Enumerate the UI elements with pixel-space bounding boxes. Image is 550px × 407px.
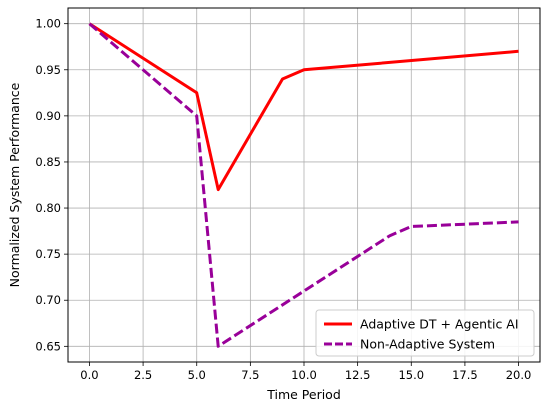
series-line-1: [88, 22, 519, 192]
legend-label: Non-Adaptive System: [360, 337, 495, 352]
legend-label: Adaptive DT + Agentic AI: [360, 317, 519, 332]
x-tick-label: 17.5: [452, 368, 478, 382]
x-tick-label: 15.0: [398, 368, 424, 382]
y-tick-label: 0.80: [35, 201, 61, 215]
series-line-2: [88, 22, 519, 348]
x-tick-label: 0.0: [80, 368, 98, 382]
x-axis-ticks: 0.0 2.5 5.0 7.5 10.0 12.5 15.0 17.5 20.0: [80, 362, 531, 382]
x-tick-label: 12.5: [345, 368, 371, 382]
y-tick-label: 0.95: [35, 63, 61, 77]
x-axis-label: Time Period: [266, 387, 341, 402]
y-tick-label: 0.65: [35, 339, 61, 353]
series-lines: [88, 22, 519, 348]
legend-box: [315, 309, 535, 357]
y-tick-label: 0.75: [35, 247, 61, 261]
x-tick-label: 5.0: [188, 368, 206, 382]
x-tick-label: 7.5: [241, 368, 259, 382]
grid: [68, 8, 540, 362]
y-tick-label: 0.85: [35, 155, 61, 169]
y-tick-label: 0.90: [35, 109, 61, 123]
x-tick-label: 20.0: [506, 368, 532, 382]
legend: Adaptive DT + Agentic AI Non-Adaptive Sys…: [315, 309, 535, 357]
y-axis-label: Normalized System Performance: [7, 82, 22, 287]
y-tick-label: 1.00: [35, 17, 61, 31]
y-tick-label: 0.70: [35, 293, 61, 307]
y-axis-ticks: 0.65 0.70 0.75 0.80 0.85 0.90 0.95 1.00: [35, 17, 68, 353]
x-tick-label: 2.5: [134, 368, 152, 382]
x-tick-label: 10.0: [291, 368, 317, 382]
